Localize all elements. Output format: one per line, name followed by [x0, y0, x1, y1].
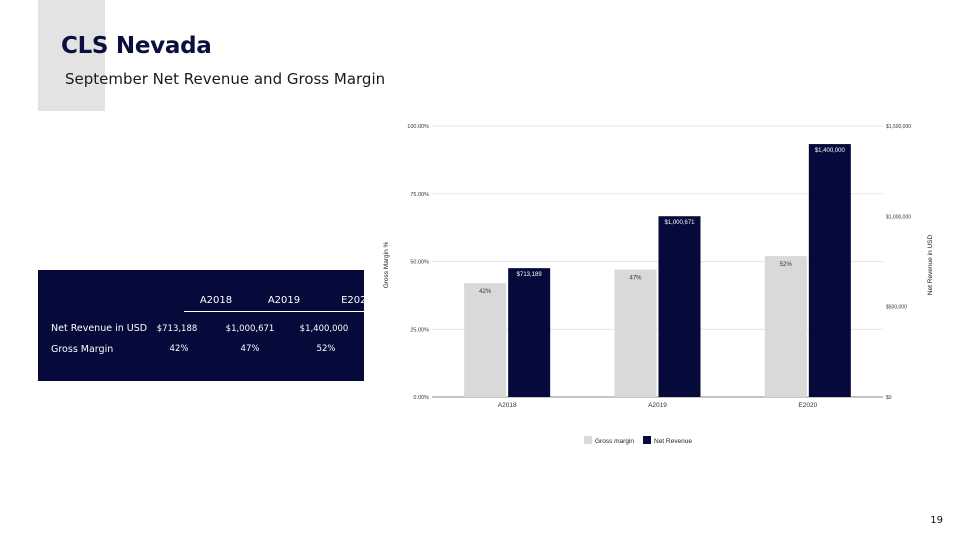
bar-gross-margin-a2018 [464, 283, 507, 397]
bar-net-revenue-a2019 [658, 216, 701, 397]
gridlines [432, 125, 883, 398]
data-label-net-revenue: $1,000,671 [664, 220, 695, 226]
y-right-tick-label: $1,500,000 [886, 124, 911, 130]
slide-title: CLS Nevada [61, 33, 212, 59]
page-number: 19 [930, 515, 943, 526]
table-cell-net-revenue-a2019: $1,000,671 [225, 324, 275, 334]
bars [464, 144, 851, 397]
x-tick-label: A2018 [498, 402, 517, 409]
x-tick-label: A2019 [648, 402, 667, 409]
data-label-net-revenue: $1,400,000 [815, 148, 846, 154]
table-cell-net-revenue-a2018: $713,188 [156, 324, 198, 334]
data-label-gross-margin: 47% [629, 276, 642, 282]
x-tick-label: E2020 [798, 402, 817, 409]
table-header-e2020: E2020 [341, 295, 373, 306]
table-row-label-gross-margin: Gross Margin [51, 344, 114, 355]
y-axis-right-title: Net Revenue in USD [927, 235, 934, 296]
data-label-net-revenue: $713,189 [517, 272, 543, 278]
data-label-gross-margin: 42% [479, 289, 492, 295]
y-right-tick-label: $0 [886, 395, 892, 401]
y-left-tick-label: 25.00% [410, 327, 429, 333]
table-cell-gross-margin-a2018: 42% [169, 344, 189, 354]
summary-table: A2018 A2019 E2020 Net Revenue in USD $71… [38, 270, 388, 381]
y-right-tick-label: $500,000 [886, 305, 907, 311]
table-row-label-net-revenue: Net Revenue in USD [51, 323, 148, 334]
bar-net-revenue-a2018 [508, 268, 551, 397]
table-header-a2018: A2018 [199, 295, 233, 306]
table-cell-gross-margin-a2019: 47% [240, 344, 260, 354]
legend-label-gross-margin: Gross margin [595, 438, 634, 445]
table-header-divider [184, 311, 388, 312]
y-axis-left-title: Gross Margin % [383, 241, 390, 288]
bar-gross-margin-e2020 [764, 256, 807, 397]
labels: 0.00% 25.00% 50.00% 75.00% 100.00% $0 $500,000… [407, 124, 911, 409]
table-cell-net-revenue-e2020: $1,400,000 [299, 324, 349, 334]
table-cell-gross-margin-e2020: 52% [316, 344, 336, 354]
y-left-tick-label: 0.00% [413, 395, 429, 401]
y-right-tick-label: $1,000,000 [886, 214, 911, 220]
legend-label-net-revenue: Net Revenue [654, 438, 692, 445]
slide-subtitle: September Net Revenue and Gross Margin [65, 70, 386, 88]
table-header-a2019: A2019 [267, 295, 301, 306]
bar-gross-margin-a2019 [614, 269, 657, 397]
legend-swatch-gross-margin [584, 436, 592, 444]
legend-swatch-net-revenue [643, 436, 651, 444]
bar-net-revenue-e2020 [808, 144, 851, 397]
title-accent-box [38, 0, 105, 111]
y-left-tick-label: 75.00% [410, 192, 429, 198]
y-left-tick-label: 100.00% [407, 124, 429, 130]
y-left-tick-label: 50.00% [410, 260, 429, 266]
data-label-gross-margin: 52% [780, 262, 793, 268]
